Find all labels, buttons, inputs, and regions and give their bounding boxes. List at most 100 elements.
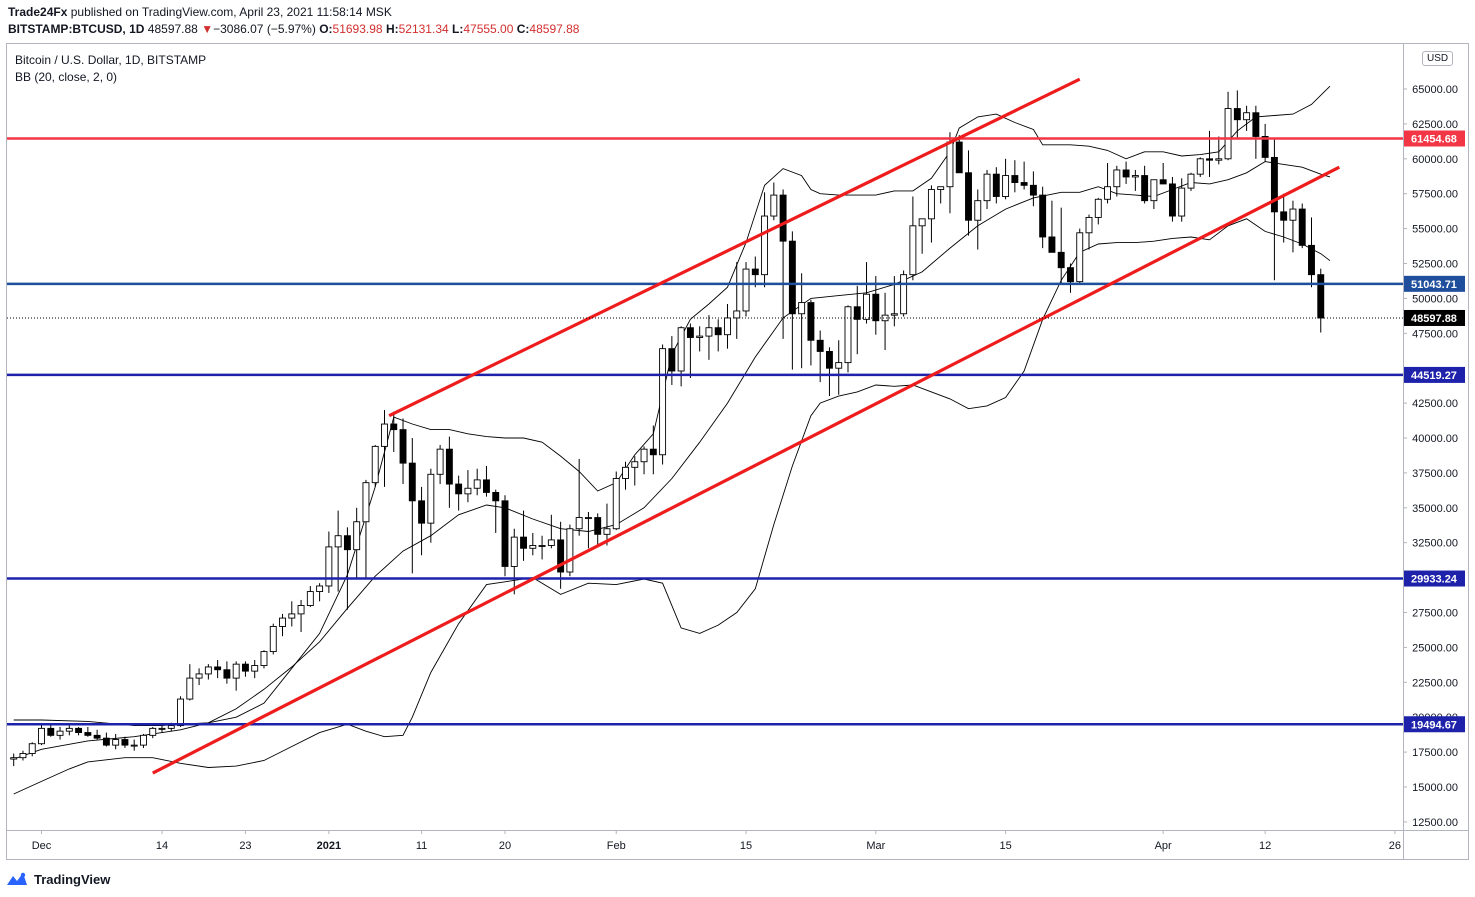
candle-down: [955, 135, 963, 174]
publisher-name[interactable]: Trade24Fx: [8, 5, 68, 19]
candle-up: [1187, 172, 1195, 191]
candle-up: [937, 186, 945, 204]
price-change: −3086.07 (−5.97%): [213, 22, 316, 36]
candle-down: [483, 465, 490, 497]
candle-up: [1215, 136, 1223, 165]
candle-down: [1057, 207, 1065, 284]
close-label: C:: [516, 22, 530, 36]
candle-down: [649, 425, 657, 475]
level-price-tag: [1404, 716, 1465, 733]
candle-down: [93, 729, 101, 740]
candle-body: [390, 423, 398, 431]
candle-body: [316, 585, 324, 593]
candle-up: [1002, 158, 1010, 200]
candle-down: [965, 150, 972, 236]
candle-up: [529, 532, 537, 556]
candle-body: [1308, 244, 1315, 276]
candle-body: [909, 225, 917, 276]
publish-info: published on TradingView.com, April 23, …: [70, 5, 392, 19]
candle-up: [186, 664, 194, 701]
candle-body: [566, 528, 574, 573]
last-price-label: 48597.88: [1411, 313, 1457, 325]
candle-body: [705, 327, 713, 337]
candle-body: [946, 141, 954, 188]
candle-body: [84, 732, 92, 736]
candle-up: [260, 650, 268, 669]
candle-body: [1141, 175, 1149, 202]
candle-up: [10, 753, 18, 767]
candle-up: [1178, 178, 1186, 222]
candle-up: [742, 262, 750, 317]
candle-down: [1270, 139, 1278, 281]
candle-body: [251, 665, 259, 672]
candle-body: [557, 539, 565, 573]
chart-frame[interactable]: [6, 43, 1469, 860]
candle-up: [835, 340, 843, 395]
candle-body: [381, 423, 388, 447]
y-tick-label: 17500.00: [1412, 747, 1458, 759]
chart-header: Trade24Fx published on TradingView.com, …: [8, 4, 1468, 38]
candle-body: [918, 218, 926, 227]
candle-body: [269, 626, 277, 653]
candle-body: [1029, 184, 1037, 196]
candle-body: [306, 591, 314, 606]
tradingview-logo-icon: [7, 872, 27, 885]
candle-up: [863, 262, 870, 324]
candle-up: [983, 169, 991, 210]
candle-up: [584, 511, 592, 549]
x-tick-label: 14: [156, 840, 168, 852]
currency-badge[interactable]: USD: [1422, 51, 1454, 66]
level-price-tag: [1404, 130, 1465, 147]
candle-up: [427, 468, 435, 543]
symbol[interactable]: BITSTAMP:BTCUSD, 1D: [8, 22, 145, 36]
legend-title[interactable]: Bitcoin / U.S. Dollar, 1D, BITSTAMP: [15, 53, 207, 67]
candle-body: [1261, 136, 1269, 158]
candle-body: [1233, 108, 1241, 121]
candle-down: [84, 726, 92, 737]
candle-body: [232, 663, 240, 679]
candle-body: [140, 734, 147, 746]
candle-body: [798, 302, 806, 315]
y-tick-label: 57500.00: [1412, 189, 1458, 201]
footer-brand[interactable]: TradingView: [6, 868, 110, 890]
candle-up: [844, 305, 852, 373]
candle-up: [130, 739, 138, 751]
candle-down: [1067, 263, 1074, 293]
legend-indicator[interactable]: BB (20, close, 2, 0): [15, 70, 118, 84]
candle-up: [900, 270, 908, 317]
candle-down: [241, 661, 249, 677]
y-tick-label: 52500.00: [1412, 259, 1458, 271]
candle-body: [668, 348, 676, 372]
candle-body: [186, 677, 194, 700]
candle-body: [547, 539, 555, 546]
candle-up: [761, 192, 769, 288]
candle-up: [371, 444, 379, 487]
candle-body: [1067, 267, 1074, 283]
candle-body: [483, 479, 490, 493]
candle-body: [1270, 156, 1278, 213]
candle-down: [1039, 186, 1047, 249]
candle-up: [612, 471, 620, 531]
low-label: L:: [452, 22, 464, 36]
candle-down: [408, 438, 416, 574]
candle-down: [102, 732, 110, 747]
candle-down: [1233, 90, 1241, 140]
y-tick-label: 32500.00: [1412, 538, 1458, 550]
candle-up: [798, 273, 806, 369]
candle-body: [844, 306, 852, 364]
candle-body: [1122, 169, 1130, 178]
high-value: 52131.34: [398, 22, 449, 36]
candle-up: [631, 456, 639, 486]
level-price-label: 29933.24: [1411, 574, 1458, 586]
candle-up: [1104, 162, 1112, 204]
brand-name: TradingView: [34, 871, 111, 887]
level-price-tag: [1404, 275, 1465, 292]
candle-body: [102, 737, 110, 746]
candle-up: [677, 326, 685, 387]
level-price-label: 19494.67: [1411, 719, 1457, 731]
candle-up: [140, 733, 147, 748]
candle-down: [807, 299, 815, 366]
candle-body: [826, 350, 833, 369]
candle-body: [1178, 187, 1186, 217]
